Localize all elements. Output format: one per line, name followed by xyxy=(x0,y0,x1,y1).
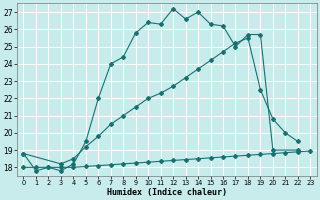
X-axis label: Humidex (Indice chaleur): Humidex (Indice chaleur) xyxy=(107,188,227,197)
